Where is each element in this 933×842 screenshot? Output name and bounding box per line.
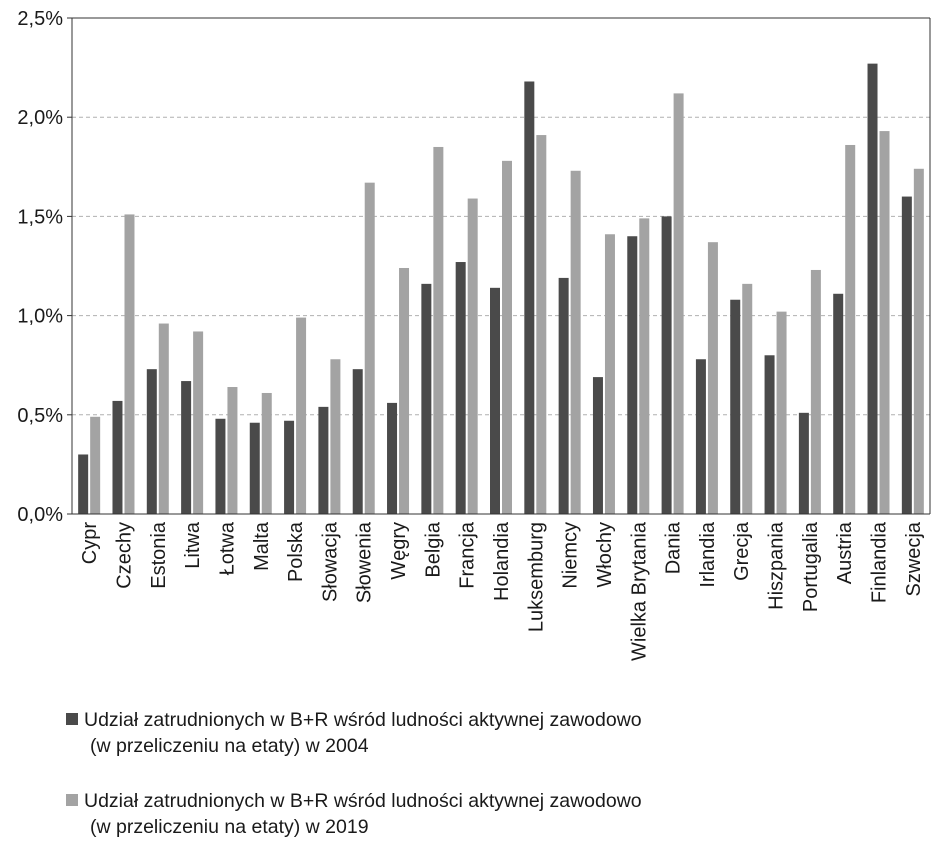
bar-2004 — [592, 377, 603, 514]
bar-2019 — [639, 218, 650, 514]
axes — [71, 17, 931, 515]
legend-swatch-2004 — [66, 713, 78, 725]
bar-2019 — [845, 144, 856, 514]
x-tick-label: Słowenia — [354, 521, 376, 603]
x-tick-label: Słowacja — [319, 521, 341, 602]
gridlines — [67, 17, 930, 515]
x-tick-label: Belgia — [422, 521, 444, 577]
bar-2004 — [318, 406, 329, 514]
bar-2004 — [867, 63, 878, 515]
legend-label-2004-line2: (w przeliczeniu na etaty) w 2004 — [90, 735, 369, 757]
x-tick-label: Szwecja — [903, 521, 925, 596]
x-tick-label: Niemcy — [560, 522, 582, 589]
bar-2019 — [707, 242, 718, 514]
x-tick-label: Malta — [251, 521, 273, 571]
bar-2019 — [673, 93, 684, 514]
bar-2004 — [78, 454, 89, 514]
y-tick-label: 2,0% — [17, 107, 63, 129]
bar-2019 — [879, 131, 890, 514]
bar-2019 — [193, 331, 204, 514]
bar-2004 — [901, 196, 912, 514]
bar-2019 — [502, 160, 512, 514]
bar-2004 — [284, 420, 295, 514]
bar-2019 — [399, 267, 410, 514]
bar-2004 — [730, 299, 741, 514]
bar-2004 — [215, 418, 226, 514]
bar-2019 — [742, 283, 753, 514]
bar-2019 — [90, 416, 101, 514]
bar-2004 — [524, 81, 535, 514]
bar-2019 — [296, 317, 307, 514]
x-tick-label: Czechy — [113, 522, 135, 589]
y-tick-label: 0,0% — [17, 504, 63, 526]
x-tick-label: Dania — [663, 521, 685, 574]
x-tick-label: Cypr — [79, 522, 101, 565]
bar-2004 — [833, 293, 844, 514]
x-tick-label: Luksemburg — [525, 522, 547, 632]
bar-2004 — [421, 283, 432, 514]
bar-2019 — [776, 311, 787, 514]
y-tick-label: 1,0% — [17, 306, 63, 328]
legend-label-2019-line1: Udział zatrudnionych w B+R wśród ludnośc… — [84, 790, 642, 812]
x-tick-label: Irlandia — [697, 521, 719, 587]
legend-swatch-2019 — [66, 794, 78, 806]
bar-2019 — [536, 135, 547, 514]
bar-2004 — [490, 287, 500, 514]
bar-2004 — [695, 359, 706, 514]
y-tick-labels: 0,0% 0,5% 1,0% 1,5% 2,0% 2,5% — [17, 8, 63, 526]
x-tick-label: Łotwa — [216, 521, 238, 575]
bar-2019 — [227, 387, 238, 514]
bar-2004 — [558, 277, 569, 514]
bar-2004 — [181, 381, 192, 514]
bar-2004 — [627, 236, 638, 515]
bar-2019 — [570, 170, 581, 514]
bars — [78, 63, 924, 515]
bar-2004 — [112, 400, 123, 514]
y-tick-label: 0,5% — [17, 405, 63, 427]
bar-2004 — [146, 369, 157, 514]
bar-2019 — [158, 323, 169, 514]
x-tick-label: Hiszpania — [766, 521, 788, 610]
bar-2019 — [330, 359, 341, 514]
x-tick-label: Litwa — [182, 521, 204, 569]
x-tick-label: Grecja — [731, 521, 753, 581]
x-tick-label: Estonia — [148, 521, 170, 589]
bar-2004 — [352, 369, 363, 514]
legend: Udział zatrudnionych w B+R wśród ludnośc… — [66, 707, 906, 759]
bar-2004 — [387, 402, 398, 514]
bar-2004 — [764, 355, 775, 514]
x-tick-label: Austria — [834, 521, 856, 584]
legend-label-2004-line1: Udział zatrudnionych w B+R wśród ludnośc… — [84, 709, 642, 731]
x-tick-label: Holandia — [491, 521, 513, 601]
bar-2004 — [249, 422, 260, 514]
bar-2004 — [798, 412, 809, 514]
bar-2004 — [455, 262, 466, 514]
bar-2004 — [661, 216, 672, 514]
x-tick-label: Polska — [285, 521, 307, 582]
x-tick-label: Francja — [457, 521, 479, 589]
bar-2019 — [810, 269, 821, 514]
y-tick-label: 1,5% — [17, 206, 63, 228]
bar-2019 — [467, 198, 478, 514]
legend-entry-2019: Udział zatrudnionych w B+R wśród ludnośc… — [66, 788, 906, 840]
legend-entry-2004: Udział zatrudnionych w B+R wśród ludnośc… — [66, 707, 906, 759]
legend-label-2019-line2: (w przeliczeniu na etaty) w 2019 — [90, 816, 369, 838]
bar-2019 — [604, 234, 615, 515]
bar-2019 — [433, 146, 444, 514]
legend-second: Udział zatrudnionych w B+R wśród ludnośc… — [66, 788, 906, 840]
y-tick-label: 2,5% — [17, 8, 63, 30]
x-tick-label: Wielka Brytania — [628, 521, 650, 661]
bar-2019 — [261, 392, 272, 514]
bar-chart: 0,0% 0,5% 1,0% 1,5% 2,0% 2,5% Cypr Czechy Eston… — [17, 8, 931, 661]
x-tick-label: Finlandia — [869, 521, 891, 603]
bar-2019 — [913, 168, 924, 514]
x-tick-label: Węgry — [388, 522, 410, 580]
bar-2019 — [364, 182, 375, 514]
x-tick-label: Włochy — [594, 522, 616, 588]
x-tick-label: Portugalia — [800, 521, 822, 612]
x-tick-labels: Cypr Czechy Estonia Litwa Łotwa Malta Polska Sł… — [79, 521, 925, 661]
bar-2019 — [124, 214, 135, 514]
